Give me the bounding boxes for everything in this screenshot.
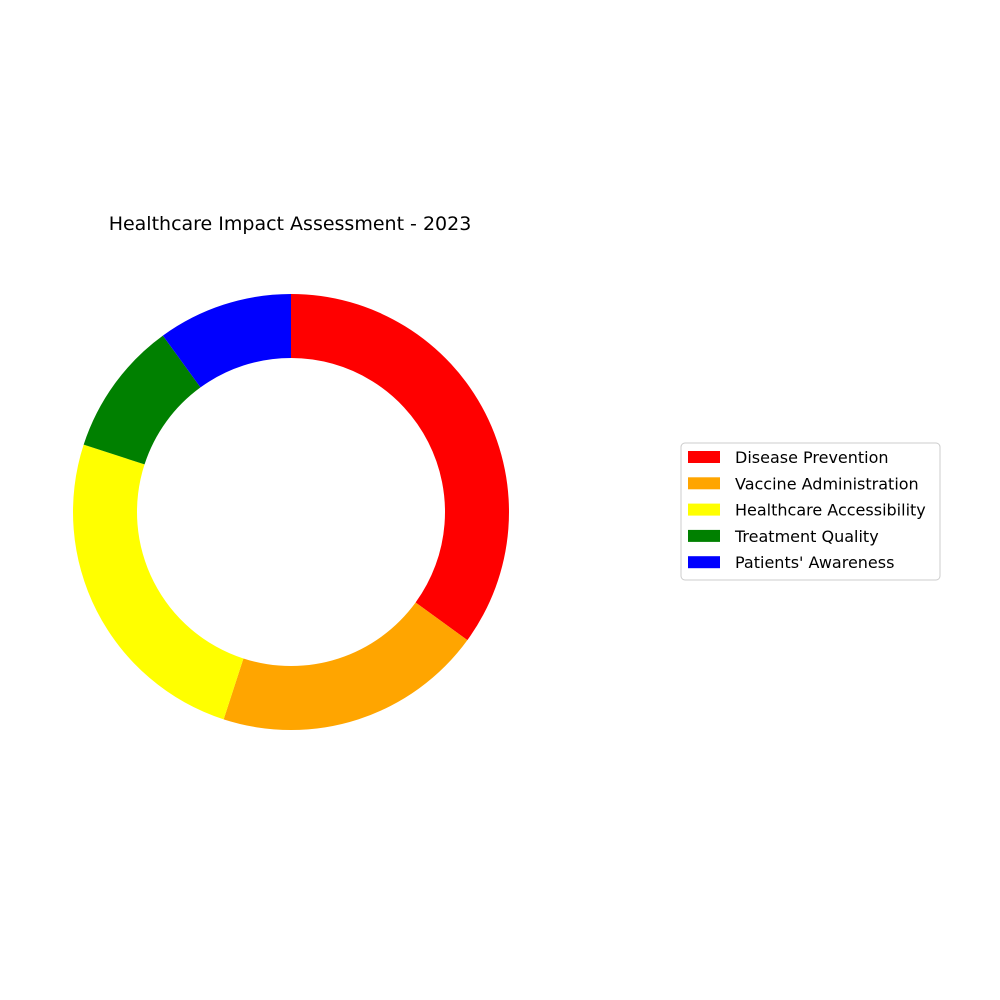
donut-slice-vaccine-administration [223, 602, 468, 730]
legend-swatch-vaccine-administration [688, 477, 720, 490]
legend-label-disease-prevention: Disease Prevention [735, 448, 889, 467]
legend-frame [680, 442, 941, 581]
donut-slice-patients-awareness [162, 294, 291, 388]
legend-label-patients-awareness: Patients' Awareness [735, 553, 894, 572]
legend-swatch-patients-awareness [688, 556, 720, 569]
legend-swatch-treatment-quality [688, 529, 720, 542]
legend-label-vaccine-administration: Vaccine Administration [735, 474, 919, 493]
donut-slice-treatment-quality [83, 335, 201, 465]
chart-title: Healthcare Impact Assessment - 2023 [109, 213, 472, 235]
legend-label-treatment-quality: Treatment Quality [734, 527, 879, 546]
donut-slices [73, 294, 509, 730]
legend-swatch-disease-prevention [688, 451, 720, 463]
legend-swatch-healthcare-accessibility [688, 503, 720, 516]
legend-items: Disease Prevention Vaccine Administration… [688, 448, 926, 572]
legend-label-healthcare-accessibility: Healthcare Accessibility [735, 501, 926, 520]
legend: Disease Prevention Vaccine Administration… [680, 442, 941, 581]
donut-slice-healthcare-accessibility [73, 444, 244, 720]
donut-slice-disease-prevention [291, 294, 509, 641]
